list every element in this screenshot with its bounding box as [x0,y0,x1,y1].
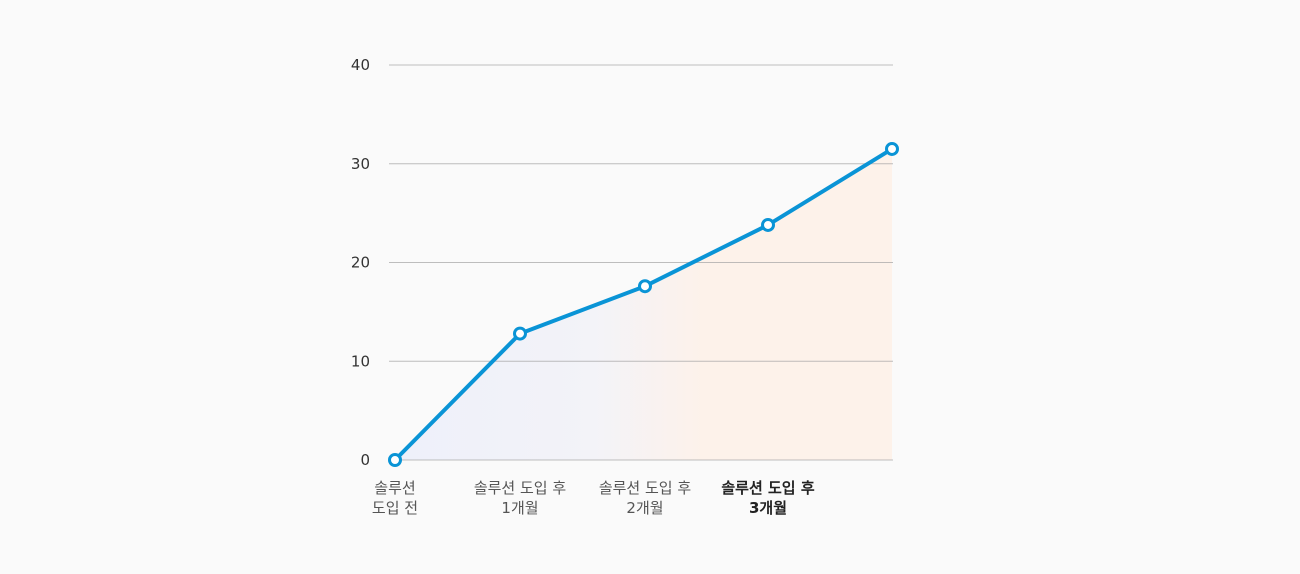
y-tick-label: 40 [351,56,370,74]
x-tick-label: 솔루션 도입 후 1개월 [474,479,567,517]
data-point [638,279,652,294]
x-tick-label: 솔루션 도입 전 [372,479,418,517]
data-point [513,326,527,341]
data-point [388,453,402,467]
data-point [761,217,775,232]
y-tick-label: 0 [360,451,370,469]
y-tick-label: 10 [351,352,370,370]
x-tick-label: 솔루션 도입 후 2개월 [599,479,692,517]
x-tick-label: 솔루션 도입 후 3개월 [721,479,814,517]
y-tick-label: 20 [351,254,370,272]
data-point [885,141,899,156]
y-tick-label: 30 [351,155,370,173]
